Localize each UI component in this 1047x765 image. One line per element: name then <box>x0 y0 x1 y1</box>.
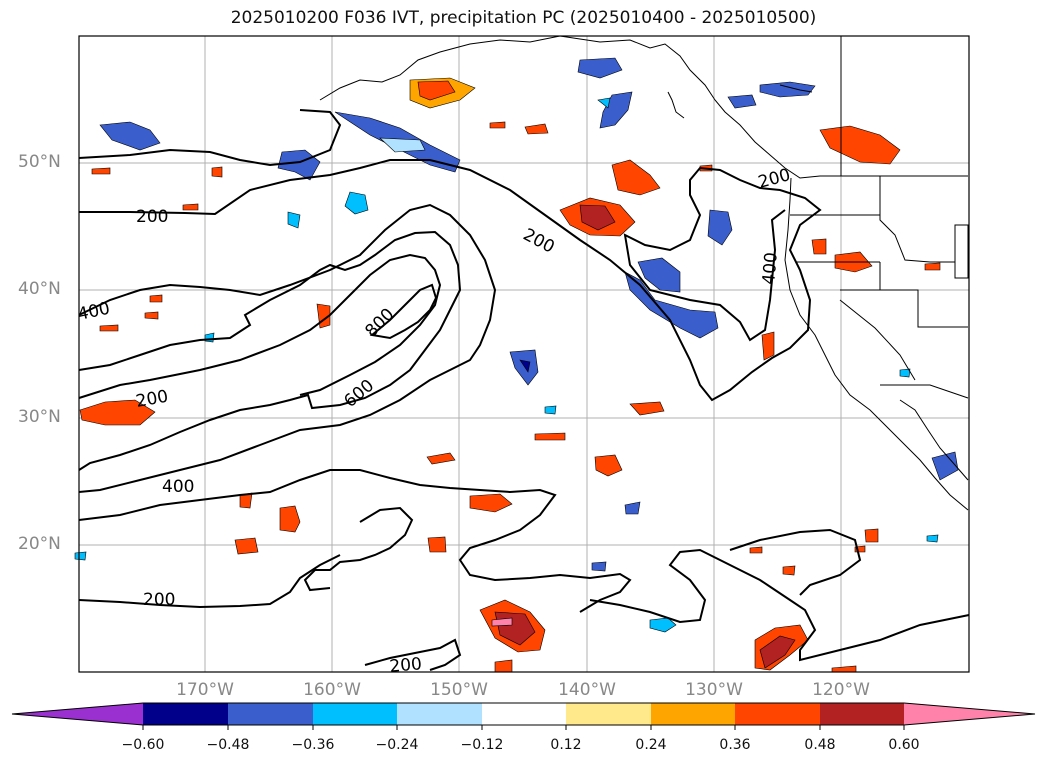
contour-label: 400 <box>162 477 194 497</box>
gridlines <box>79 36 969 672</box>
lon-label-150w: 150°W <box>430 680 488 700</box>
colorbar-swatch <box>651 703 735 725</box>
colorbar-swatch <box>566 703 651 725</box>
colorbar-tick-label: −0.60 <box>121 737 165 753</box>
ivt-contours <box>78 109 970 671</box>
colorbar-tick-label: 0.24 <box>635 737 667 753</box>
lat-label-40n: 40°N <box>18 279 61 299</box>
colorbar-tick-label: 0.36 <box>719 737 751 753</box>
colorbar-tick-label: −0.24 <box>375 737 419 753</box>
lon-label-160w: 160°W <box>303 680 361 700</box>
colorbar-swatch <box>143 703 228 725</box>
lat-label-50n: 50°N <box>18 152 61 172</box>
colorbar-tick-label: −0.12 <box>460 737 504 753</box>
colorbar-extend-low <box>12 703 143 725</box>
colorbar-tick-label: −0.36 <box>291 737 335 753</box>
colorbar-swatch <box>228 703 313 725</box>
colorbar-swatch <box>735 703 820 725</box>
contour-label: 200 <box>136 207 168 227</box>
colorbar-extend-high <box>904 703 1035 725</box>
colorbar-swatch <box>482 703 566 725</box>
colorbar <box>11 702 1036 730</box>
lon-label-120w: 120°W <box>812 680 870 700</box>
positive-precip-areas <box>79 77 941 673</box>
coastlines <box>319 35 969 511</box>
lat-label-30n: 30°N <box>18 407 61 427</box>
contour-label: 400 <box>759 251 782 285</box>
colorbar-swatch <box>397 703 482 725</box>
colorbar-tick-label: 0.60 <box>888 737 920 753</box>
colorbar-tick-label: −0.48 <box>206 737 250 753</box>
lat-label-20n: 20°N <box>18 534 61 554</box>
contour-label: 200 <box>389 654 423 677</box>
lon-label-130w: 130°W <box>685 680 743 700</box>
colorbar-tick-label: 0.48 <box>804 737 836 753</box>
map-title: 2025010200 F036 IVT, precipitation PC (2… <box>230 8 817 28</box>
lon-label-140w: 140°W <box>558 680 616 700</box>
colorbar-tick-label: 0.12 <box>550 737 582 753</box>
contour-label: 200 <box>143 590 175 610</box>
colorbar-swatch <box>820 703 904 725</box>
lon-label-170w: 170°W <box>176 680 234 700</box>
negative-precip-areas <box>74 57 959 633</box>
colorbar-swatch <box>313 703 397 725</box>
map-frame <box>78 35 970 673</box>
